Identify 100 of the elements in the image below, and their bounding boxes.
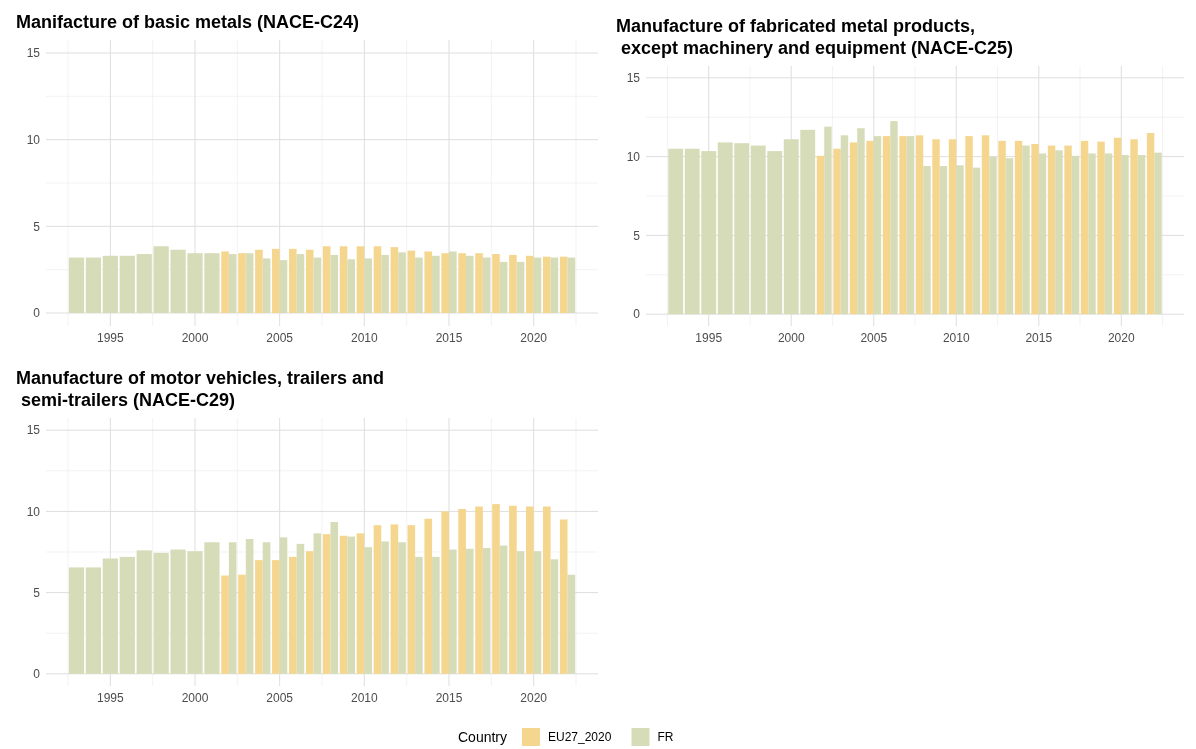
- bar: [432, 255, 440, 313]
- bar: [499, 545, 508, 674]
- bar: [567, 574, 576, 674]
- bar: [322, 534, 331, 674]
- bar: [272, 248, 280, 313]
- bar: [981, 135, 990, 315]
- y-tick-label: 10: [26, 504, 41, 519]
- bar: [288, 556, 297, 674]
- bar: [330, 521, 339, 674]
- bar: [482, 257, 491, 313]
- y-tick-label: 5: [33, 219, 41, 234]
- bar: [475, 506, 483, 674]
- bar: [441, 511, 449, 674]
- y-tick-label: 15: [26, 46, 41, 61]
- x-tick-label: 1995: [96, 331, 125, 345]
- bar: [509, 254, 517, 313]
- bar: [559, 519, 568, 674]
- bar: [1080, 140, 1089, 315]
- x-tick-label: 1995: [695, 331, 723, 345]
- bar: [432, 556, 440, 674]
- bar: [398, 252, 406, 313]
- bar: [873, 136, 882, 315]
- y-tick-label: 10: [26, 132, 41, 147]
- bar: [516, 261, 525, 313]
- bar: [221, 251, 229, 313]
- bar: [313, 257, 322, 313]
- bar: [465, 255, 474, 313]
- bar: [550, 257, 559, 313]
- bar: [322, 246, 331, 313]
- x-tick-label: 2010: [350, 331, 378, 345]
- bar: [296, 254, 305, 313]
- bar: [526, 255, 534, 313]
- y-tick-label: 5: [33, 585, 41, 600]
- bar: [339, 246, 348, 313]
- bar: [441, 253, 449, 313]
- bar: [1104, 153, 1113, 315]
- x-tick-label: 2015: [435, 331, 463, 345]
- bar: [542, 256, 551, 313]
- y-tick-label: 10: [626, 149, 641, 164]
- bar: [1071, 155, 1080, 315]
- bar: [262, 542, 271, 674]
- bar: [1088, 153, 1096, 315]
- y-tick-label: 0: [33, 667, 41, 682]
- bar: [448, 251, 457, 313]
- bar: [448, 549, 457, 674]
- bar: [915, 135, 924, 315]
- bar: [932, 139, 940, 315]
- bar: [415, 257, 423, 313]
- bar: [824, 126, 832, 315]
- bar: [272, 560, 280, 674]
- x-tick-label: 2000: [181, 331, 209, 345]
- bar: [899, 136, 907, 315]
- bar: [279, 260, 288, 313]
- y-tick-label: 15: [626, 71, 641, 86]
- bar: [288, 248, 297, 313]
- bar: [465, 548, 474, 674]
- chart-title: Manufacture of motor vehicles, trailers and semi-trailers (NACE-C29): [16, 368, 385, 410]
- bar: [972, 167, 981, 315]
- bar: [381, 254, 389, 313]
- bar: [492, 254, 500, 313]
- bar: [1121, 155, 1129, 315]
- bar: [245, 539, 254, 674]
- bar: [364, 547, 372, 674]
- y-tick-label: 0: [33, 306, 41, 321]
- bar: [516, 551, 525, 674]
- bar: [492, 504, 500, 674]
- x-tick-label: 2020: [1107, 331, 1135, 345]
- bar: [356, 246, 365, 313]
- bar: [373, 525, 382, 674]
- chart-title: Manifacture of basic metals (NACE-C24): [16, 12, 360, 32]
- bar: [906, 136, 915, 315]
- bar: [567, 257, 576, 313]
- bar: [381, 541, 389, 674]
- bar: [1031, 144, 1039, 315]
- legend-title: Country: [458, 728, 508, 745]
- bar: [296, 543, 305, 674]
- bar: [1047, 145, 1056, 315]
- bar: [1005, 158, 1014, 315]
- bar: [509, 505, 517, 674]
- bar: [939, 166, 948, 315]
- bar: [482, 547, 491, 674]
- bar: [816, 155, 825, 315]
- bar: [305, 551, 314, 674]
- bar: [882, 136, 891, 315]
- bar: [499, 261, 508, 313]
- bar: [833, 148, 841, 315]
- bar: [857, 128, 865, 315]
- bar: [458, 508, 466, 674]
- bar: [1064, 145, 1072, 315]
- bar: [1014, 140, 1023, 315]
- bar: [313, 533, 322, 674]
- bar: [424, 251, 433, 313]
- bar: [347, 536, 356, 674]
- bar: [245, 253, 254, 313]
- bar: [305, 249, 314, 313]
- bar: [890, 121, 898, 315]
- bar: [255, 560, 263, 674]
- bar: [533, 257, 542, 313]
- bar: [1154, 152, 1162, 315]
- bar: [347, 259, 356, 313]
